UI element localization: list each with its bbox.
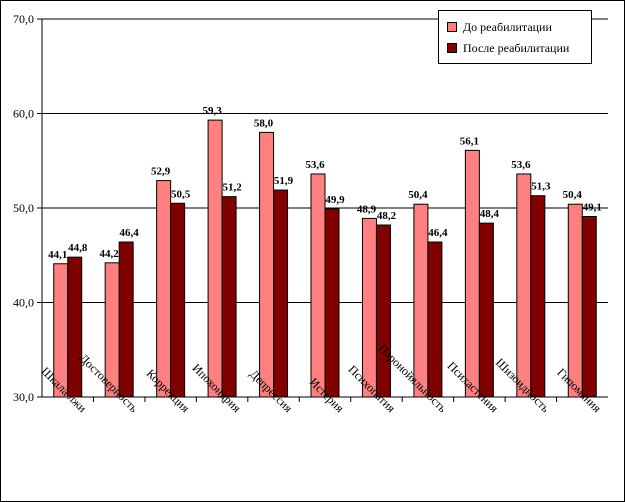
legend-item-before: До реабилитации <box>447 19 552 35</box>
y-tick-label: 60,0 <box>13 107 34 121</box>
data-label: 50,4 <box>563 189 583 201</box>
legend-item-after: После реабилитации <box>447 40 569 56</box>
data-label: 51,3 <box>531 181 551 193</box>
bar <box>581 216 597 398</box>
bar <box>156 180 172 398</box>
bar <box>259 131 275 398</box>
data-label: 51,2 <box>222 182 242 194</box>
data-label: 53,6 <box>511 159 531 171</box>
bar <box>427 241 443 398</box>
data-label: 50,4 <box>408 189 428 201</box>
data-label: 52,9 <box>151 166 171 178</box>
y-tick-label: 50,0 <box>13 201 34 215</box>
bar <box>118 241 134 398</box>
data-label: 46,4 <box>120 227 140 239</box>
bar <box>221 196 237 398</box>
bar <box>310 173 326 398</box>
bar <box>170 202 186 398</box>
bar <box>207 119 223 398</box>
bar <box>324 208 340 398</box>
y-tick-label: 40,0 <box>13 296 34 310</box>
bar <box>413 203 429 398</box>
data-label: 48,2 <box>377 210 397 222</box>
data-label: 51,9 <box>274 175 294 187</box>
data-label: 53,6 <box>305 159 325 171</box>
data-label: 46,4 <box>428 227 448 239</box>
legend-label-before: До реабилитации <box>463 19 552 34</box>
bar <box>478 222 494 398</box>
legend-swatch-after <box>447 43 457 53</box>
bar <box>530 195 546 398</box>
bar <box>375 224 391 398</box>
bar <box>464 149 480 398</box>
bar <box>567 203 583 398</box>
data-label: 50,5 <box>171 188 191 200</box>
data-label: 58,0 <box>254 117 274 129</box>
y-tick-label: 70,0 <box>13 12 34 26</box>
data-label: 48,4 <box>480 208 500 220</box>
y-tick-label: 30,0 <box>13 390 34 404</box>
data-label: 59,3 <box>202 105 222 117</box>
data-label: 44,8 <box>68 242 88 254</box>
legend: До реабилитации После реабилитации <box>438 10 592 64</box>
data-label: 49,9 <box>325 194 345 206</box>
data-label: 56,1 <box>460 135 479 147</box>
bar <box>67 256 83 398</box>
bar <box>516 173 532 398</box>
data-label: 44,1 <box>48 249 67 261</box>
data-label: 44,2 <box>100 248 120 260</box>
legend-label-after: После реабилитации <box>463 40 570 55</box>
bar <box>273 189 289 398</box>
data-label: 48,9 <box>357 203 377 215</box>
legend-swatch-before <box>447 22 457 32</box>
data-label: 49,1 <box>583 202 602 214</box>
